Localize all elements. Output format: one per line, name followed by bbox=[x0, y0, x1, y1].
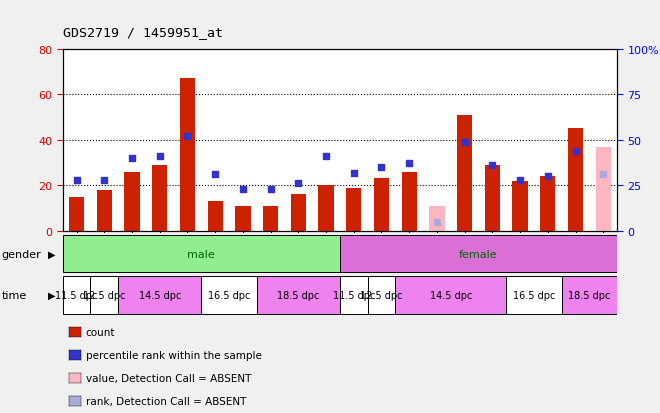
Point bbox=[348, 170, 359, 176]
Bar bbox=[152, 166, 168, 231]
Bar bbox=[257, 277, 340, 314]
Point bbox=[71, 177, 82, 184]
Text: GDS2719 / 1459951_at: GDS2719 / 1459951_at bbox=[63, 26, 222, 39]
Text: 16.5 dpc: 16.5 dpc bbox=[208, 290, 250, 300]
Bar bbox=[201, 277, 257, 314]
Text: percentile rank within the sample: percentile rank within the sample bbox=[86, 350, 261, 360]
Point bbox=[293, 181, 304, 188]
Bar bbox=[540, 177, 556, 231]
Bar bbox=[562, 277, 617, 314]
Bar bbox=[207, 202, 223, 231]
Bar bbox=[340, 235, 617, 273]
Point bbox=[182, 133, 193, 140]
Text: 14.5 dpc: 14.5 dpc bbox=[139, 290, 181, 300]
Text: rank, Detection Call = ABSENT: rank, Detection Call = ABSENT bbox=[86, 396, 246, 406]
Text: gender: gender bbox=[1, 249, 41, 259]
Point bbox=[154, 154, 165, 160]
Text: 18.5 dpc: 18.5 dpc bbox=[277, 290, 319, 300]
Point bbox=[487, 163, 498, 169]
Bar bbox=[235, 206, 251, 231]
Text: 16.5 dpc: 16.5 dpc bbox=[513, 290, 555, 300]
Bar bbox=[318, 186, 334, 231]
Bar bbox=[568, 129, 583, 231]
Bar bbox=[124, 172, 140, 231]
Point bbox=[570, 148, 581, 154]
Text: 12.5 dpc: 12.5 dpc bbox=[83, 290, 125, 300]
Text: male: male bbox=[187, 249, 215, 259]
Bar bbox=[368, 277, 395, 314]
Bar bbox=[457, 116, 473, 231]
Text: 11.5 dpc: 11.5 dpc bbox=[333, 290, 375, 300]
Point bbox=[598, 172, 609, 178]
Point bbox=[210, 172, 220, 178]
Point bbox=[459, 139, 470, 145]
Bar bbox=[429, 206, 445, 231]
Point bbox=[543, 173, 553, 180]
Point bbox=[432, 219, 442, 225]
Text: 12.5 dpc: 12.5 dpc bbox=[360, 290, 403, 300]
Point bbox=[265, 186, 276, 193]
Bar bbox=[180, 79, 195, 231]
Text: ▶: ▶ bbox=[48, 290, 55, 300]
Point bbox=[99, 177, 110, 184]
Bar bbox=[401, 172, 417, 231]
Text: 14.5 dpc: 14.5 dpc bbox=[430, 290, 472, 300]
Point bbox=[404, 161, 414, 167]
Point bbox=[515, 177, 525, 184]
Bar bbox=[69, 197, 84, 231]
Bar bbox=[512, 181, 528, 231]
Bar bbox=[263, 206, 279, 231]
Bar bbox=[63, 277, 90, 314]
Point bbox=[376, 164, 387, 171]
Bar bbox=[374, 179, 389, 231]
Point bbox=[238, 186, 248, 193]
Bar bbox=[595, 147, 611, 231]
Point bbox=[321, 154, 331, 160]
Bar bbox=[63, 235, 340, 273]
Point bbox=[127, 155, 137, 162]
Text: 11.5 dpc: 11.5 dpc bbox=[55, 290, 98, 300]
Text: time: time bbox=[1, 290, 26, 300]
Bar bbox=[118, 277, 201, 314]
Bar bbox=[484, 166, 500, 231]
Text: ▶: ▶ bbox=[48, 249, 55, 259]
Bar bbox=[506, 277, 562, 314]
Bar bbox=[290, 195, 306, 231]
Text: count: count bbox=[86, 328, 115, 337]
Text: 18.5 dpc: 18.5 dpc bbox=[568, 290, 610, 300]
Bar bbox=[340, 277, 368, 314]
Bar bbox=[395, 277, 506, 314]
Bar bbox=[90, 277, 118, 314]
Bar bbox=[96, 190, 112, 231]
Bar bbox=[346, 188, 362, 231]
Text: female: female bbox=[459, 249, 498, 259]
Text: value, Detection Call = ABSENT: value, Detection Call = ABSENT bbox=[86, 373, 251, 383]
